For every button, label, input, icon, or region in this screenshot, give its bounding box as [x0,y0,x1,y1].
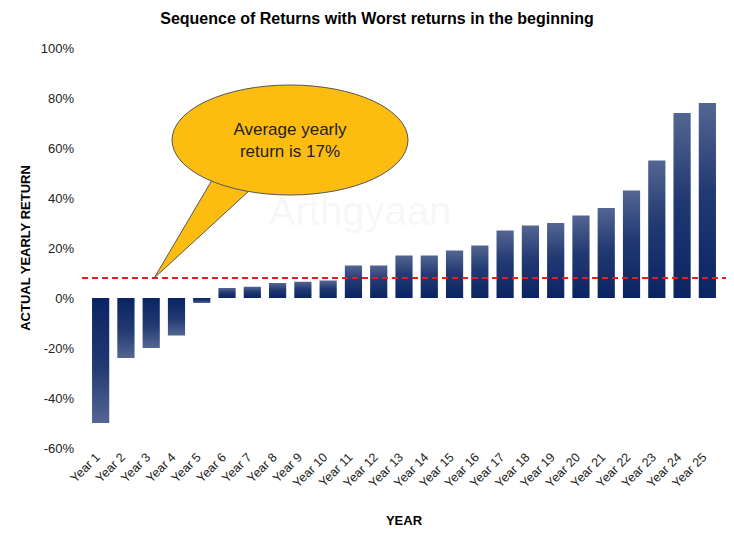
x-tick-label: Year 25 [669,450,709,490]
y-tick [84,48,86,49]
y-tick [84,98,86,99]
y-tick-label: 100% [41,41,75,56]
bar [446,251,463,299]
y-tick-label: 60% [48,141,74,156]
bar [168,298,185,336]
annotation-text: return is 17% [240,142,340,161]
y-tick-label: -60% [44,441,75,456]
bar [421,256,438,299]
annotation-bubble: Average yearly return is 17% [154,85,408,278]
bar [218,288,235,298]
y-tick-label: -20% [44,341,75,356]
x-axis-label: YEAR [386,513,423,528]
bar [117,298,134,358]
bar [623,191,640,299]
bar [370,266,387,299]
y-tick [84,198,86,199]
bar [673,113,690,298]
bar [471,246,488,299]
chart: Arthgyaan Sequence of Returns with Worst … [0,0,734,545]
y-tick [84,398,86,399]
y-tick-label: 80% [48,91,74,106]
bar [193,298,210,303]
title: Sequence of Returns with Worst returns i… [160,10,594,27]
bar [143,298,160,348]
bubble-seam [218,177,252,188]
bar [699,103,716,298]
y-tick [84,348,86,349]
bar [345,266,362,299]
bar [244,287,261,298]
bar [572,216,589,299]
y-tick-label: -40% [44,391,75,406]
annotation-text: Average yearly [233,120,347,139]
bar [522,226,539,299]
bar [294,282,311,298]
bar [269,283,286,298]
bar [395,256,412,299]
y-tick [84,298,86,299]
watermark: Arthgyaan [269,189,451,233]
bubble-pointer [154,175,250,278]
bar [92,298,109,423]
y-axis-label: ACTUAL YEARLY RETURN [18,165,33,331]
average-line [82,277,726,279]
y-tick-label: 20% [48,241,74,256]
bar [497,231,514,299]
y-tick [84,448,86,449]
bubble-body [172,85,408,195]
y-tick-label: 40% [48,191,74,206]
bar [320,281,337,299]
bar [547,223,564,298]
y-tick-label: 0% [55,291,74,306]
bar [598,208,615,298]
y-tick [84,248,86,249]
y-tick [84,148,86,149]
